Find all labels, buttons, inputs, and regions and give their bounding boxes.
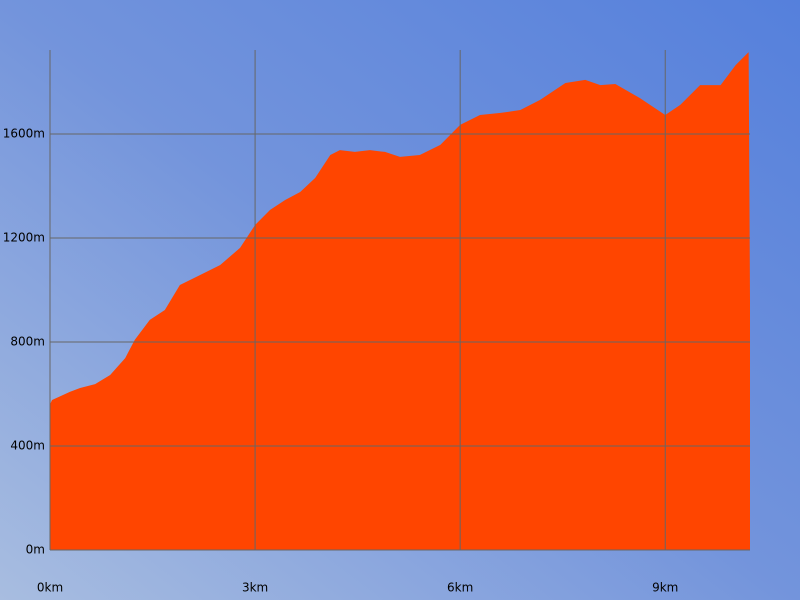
y-tick-label: 1600m [3,126,45,140]
y-tick-label: 0m [26,543,45,557]
x-tick-label: 0km [37,581,63,595]
y-tick-label: 800m [10,334,45,348]
x-tick-label: 6km [447,581,473,595]
y-tick-label: 1200m [3,230,45,244]
area [50,52,750,551]
x-tick-label: 3km [242,581,268,595]
x-tick-label: 9km [652,581,678,595]
y-tick-label: 400m [10,438,45,452]
